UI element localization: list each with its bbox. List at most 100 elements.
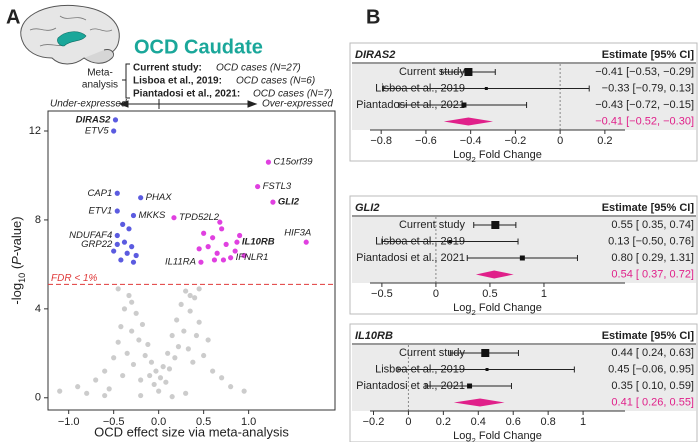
point [115,286,121,292]
point [175,344,182,350]
point [201,352,207,359]
x-axis-label-part: Log [453,149,471,161]
direction-label: Under-expressed [50,99,127,110]
point [193,332,200,339]
estimate [461,102,467,108]
x-tick-label: 0.5 [482,288,497,300]
estimate-label: 0.55 [ 0.35, 0.74] [611,219,694,231]
point [145,341,151,348]
point [75,384,81,390]
point [232,248,238,254]
x-tick-label: 1 [580,416,586,428]
y-axis-label-part: ( [9,264,24,273]
point [111,355,117,361]
point [165,350,171,356]
point [142,352,148,359]
plot-background [352,64,696,130]
study-label: Piantadosi et al., 2021 [356,252,465,264]
y-axis-label-part: 10 [17,273,27,283]
point [124,350,130,356]
point [169,332,175,339]
x-tick-label: 0 [405,416,411,428]
point [130,259,137,265]
estimate [464,68,473,76]
direction-arrows [118,99,258,109]
x-tick-label: 0.8 [541,416,556,428]
x-tick-label: 0.6 [506,416,521,428]
point-label: PHAX [146,192,173,203]
point [210,368,216,374]
point [151,381,157,388]
point [211,257,218,263]
x-tick-label: 0 [557,135,563,147]
point [205,244,211,250]
meta-label: Meta- [87,68,113,79]
point [228,384,234,390]
x-tick-label: 0.4 [471,416,486,428]
point [130,212,137,219]
point-label: GRP22 [81,239,113,250]
point [201,230,207,236]
point [210,235,216,241]
estimate-label: 0.13 [−0.50, 0.76] [608,235,694,247]
summary-diamond [475,270,514,279]
point [174,317,180,323]
point [172,355,178,361]
point [136,337,142,343]
x-axis-label-part: 2 [472,155,476,164]
x-tick-label: 1.0 [241,416,256,428]
point-label: C15orf39 [273,157,313,168]
point [181,328,187,334]
panel-frame [349,42,698,162]
point-label: IFNLR1 [236,252,269,263]
estimate-label: −0.41 [−0.53, −0.29] [595,66,694,78]
point [196,319,202,325]
x-axis-label-part: Fold Change [476,149,542,161]
y-tick-label: 4 [35,303,41,315]
x-tick-label: 1 [541,288,547,300]
gene-title: GLI2 [355,202,379,214]
point [303,239,309,245]
point [114,190,120,196]
point [153,368,159,374]
point [93,377,99,383]
point [114,232,120,239]
x-tick-label: 0.5 [196,416,211,428]
study-label: Current study [399,219,466,231]
point [223,241,229,247]
point-label: DIRAS2 [76,114,112,125]
x-axis-label-part: 2 [472,308,476,317]
point [183,288,189,294]
point [205,337,211,343]
point [121,239,128,245]
point [148,359,155,365]
meta-label: analysis [82,80,118,91]
point [196,286,202,292]
x-tick-label: 0 [433,288,439,300]
panel-label: B [366,6,380,28]
estimate-label: −0.33 [−0.79, 0.13] [602,82,694,94]
gene-title: DIRAS2 [355,49,395,61]
point-label: NDUFAF4 [69,230,112,241]
gene-title: IL10RB [355,330,393,342]
y-tick-label: 8 [35,214,41,226]
x-axis-label: Log2 Fold Change [453,302,542,317]
region-title: OCD Caudate [134,36,263,58]
point [102,392,108,399]
point [220,257,227,263]
point-label: IL11RA [165,257,196,268]
point [129,299,135,305]
x-tick-label: 0.2 [436,416,451,428]
point [237,232,243,239]
study-name: Lisboa et al., 2019: [133,76,222,87]
column-header: Estimate [95% CI] [602,330,695,342]
plot-background [352,345,696,411]
x-tick-label: −0.2 [505,135,527,147]
bracket [122,63,130,99]
point [219,226,225,232]
point-label: FSTL3 [263,181,292,192]
point [228,255,234,261]
estimate [484,87,488,90]
panel-frame [349,323,698,442]
